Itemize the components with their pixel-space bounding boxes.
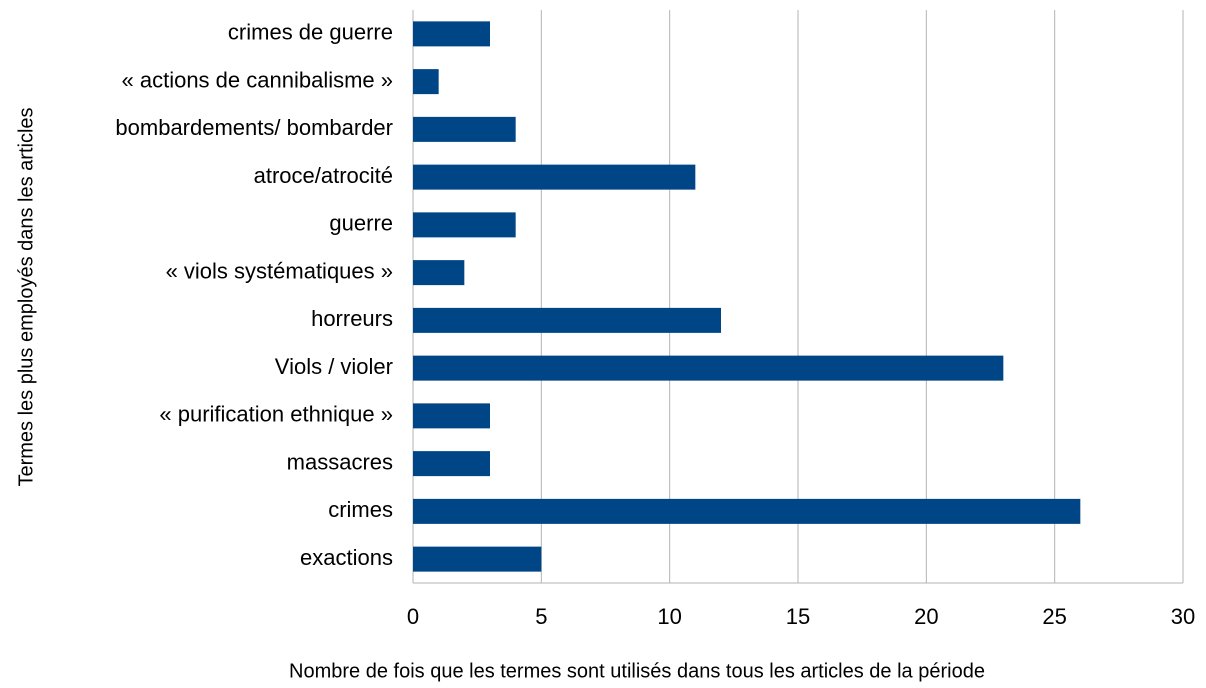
y-tick-label: atroce/atrocité — [254, 163, 393, 188]
bar — [413, 546, 542, 572]
y-tick-label: crimes — [328, 497, 393, 522]
y-tick-label: exactions — [300, 545, 393, 570]
bar — [413, 212, 516, 238]
bar — [413, 451, 490, 477]
y-tick-label: « purification ethnique » — [159, 402, 393, 427]
bar — [413, 164, 696, 190]
x-tick-label: 0 — [407, 604, 419, 629]
bar — [413, 307, 721, 333]
x-tick-label: 10 — [657, 604, 681, 629]
bar — [413, 21, 490, 47]
y-tick-label: « actions de cannibalisme » — [122, 67, 394, 92]
y-tick-label: crimes de guerre — [228, 20, 393, 45]
x-axis-label: Nombre de fois que les termes sont utili… — [289, 660, 985, 682]
y-tick-label: bombardements/ bombarder — [115, 115, 393, 140]
y-tick-label: guerre — [329, 211, 393, 236]
bar — [413, 498, 1081, 524]
y-axis-label: Termes les plus employés dans les articl… — [15, 107, 37, 486]
bar — [413, 116, 516, 142]
x-tick-label: 30 — [1171, 604, 1195, 629]
bar — [413, 69, 439, 95]
bar — [413, 355, 1004, 381]
bar — [413, 260, 465, 286]
x-tick-label: 20 — [914, 604, 938, 629]
bar — [413, 403, 490, 429]
x-tick-label: 25 — [1042, 604, 1066, 629]
y-tick-label: horreurs — [311, 306, 393, 331]
y-tick-label: massacres — [287, 449, 393, 474]
x-tick-label: 15 — [786, 604, 810, 629]
y-tick-label: Viols / violer — [275, 354, 393, 379]
y-tick-label: « viols systématiques » — [166, 258, 393, 283]
x-tick-label: 5 — [535, 604, 547, 629]
